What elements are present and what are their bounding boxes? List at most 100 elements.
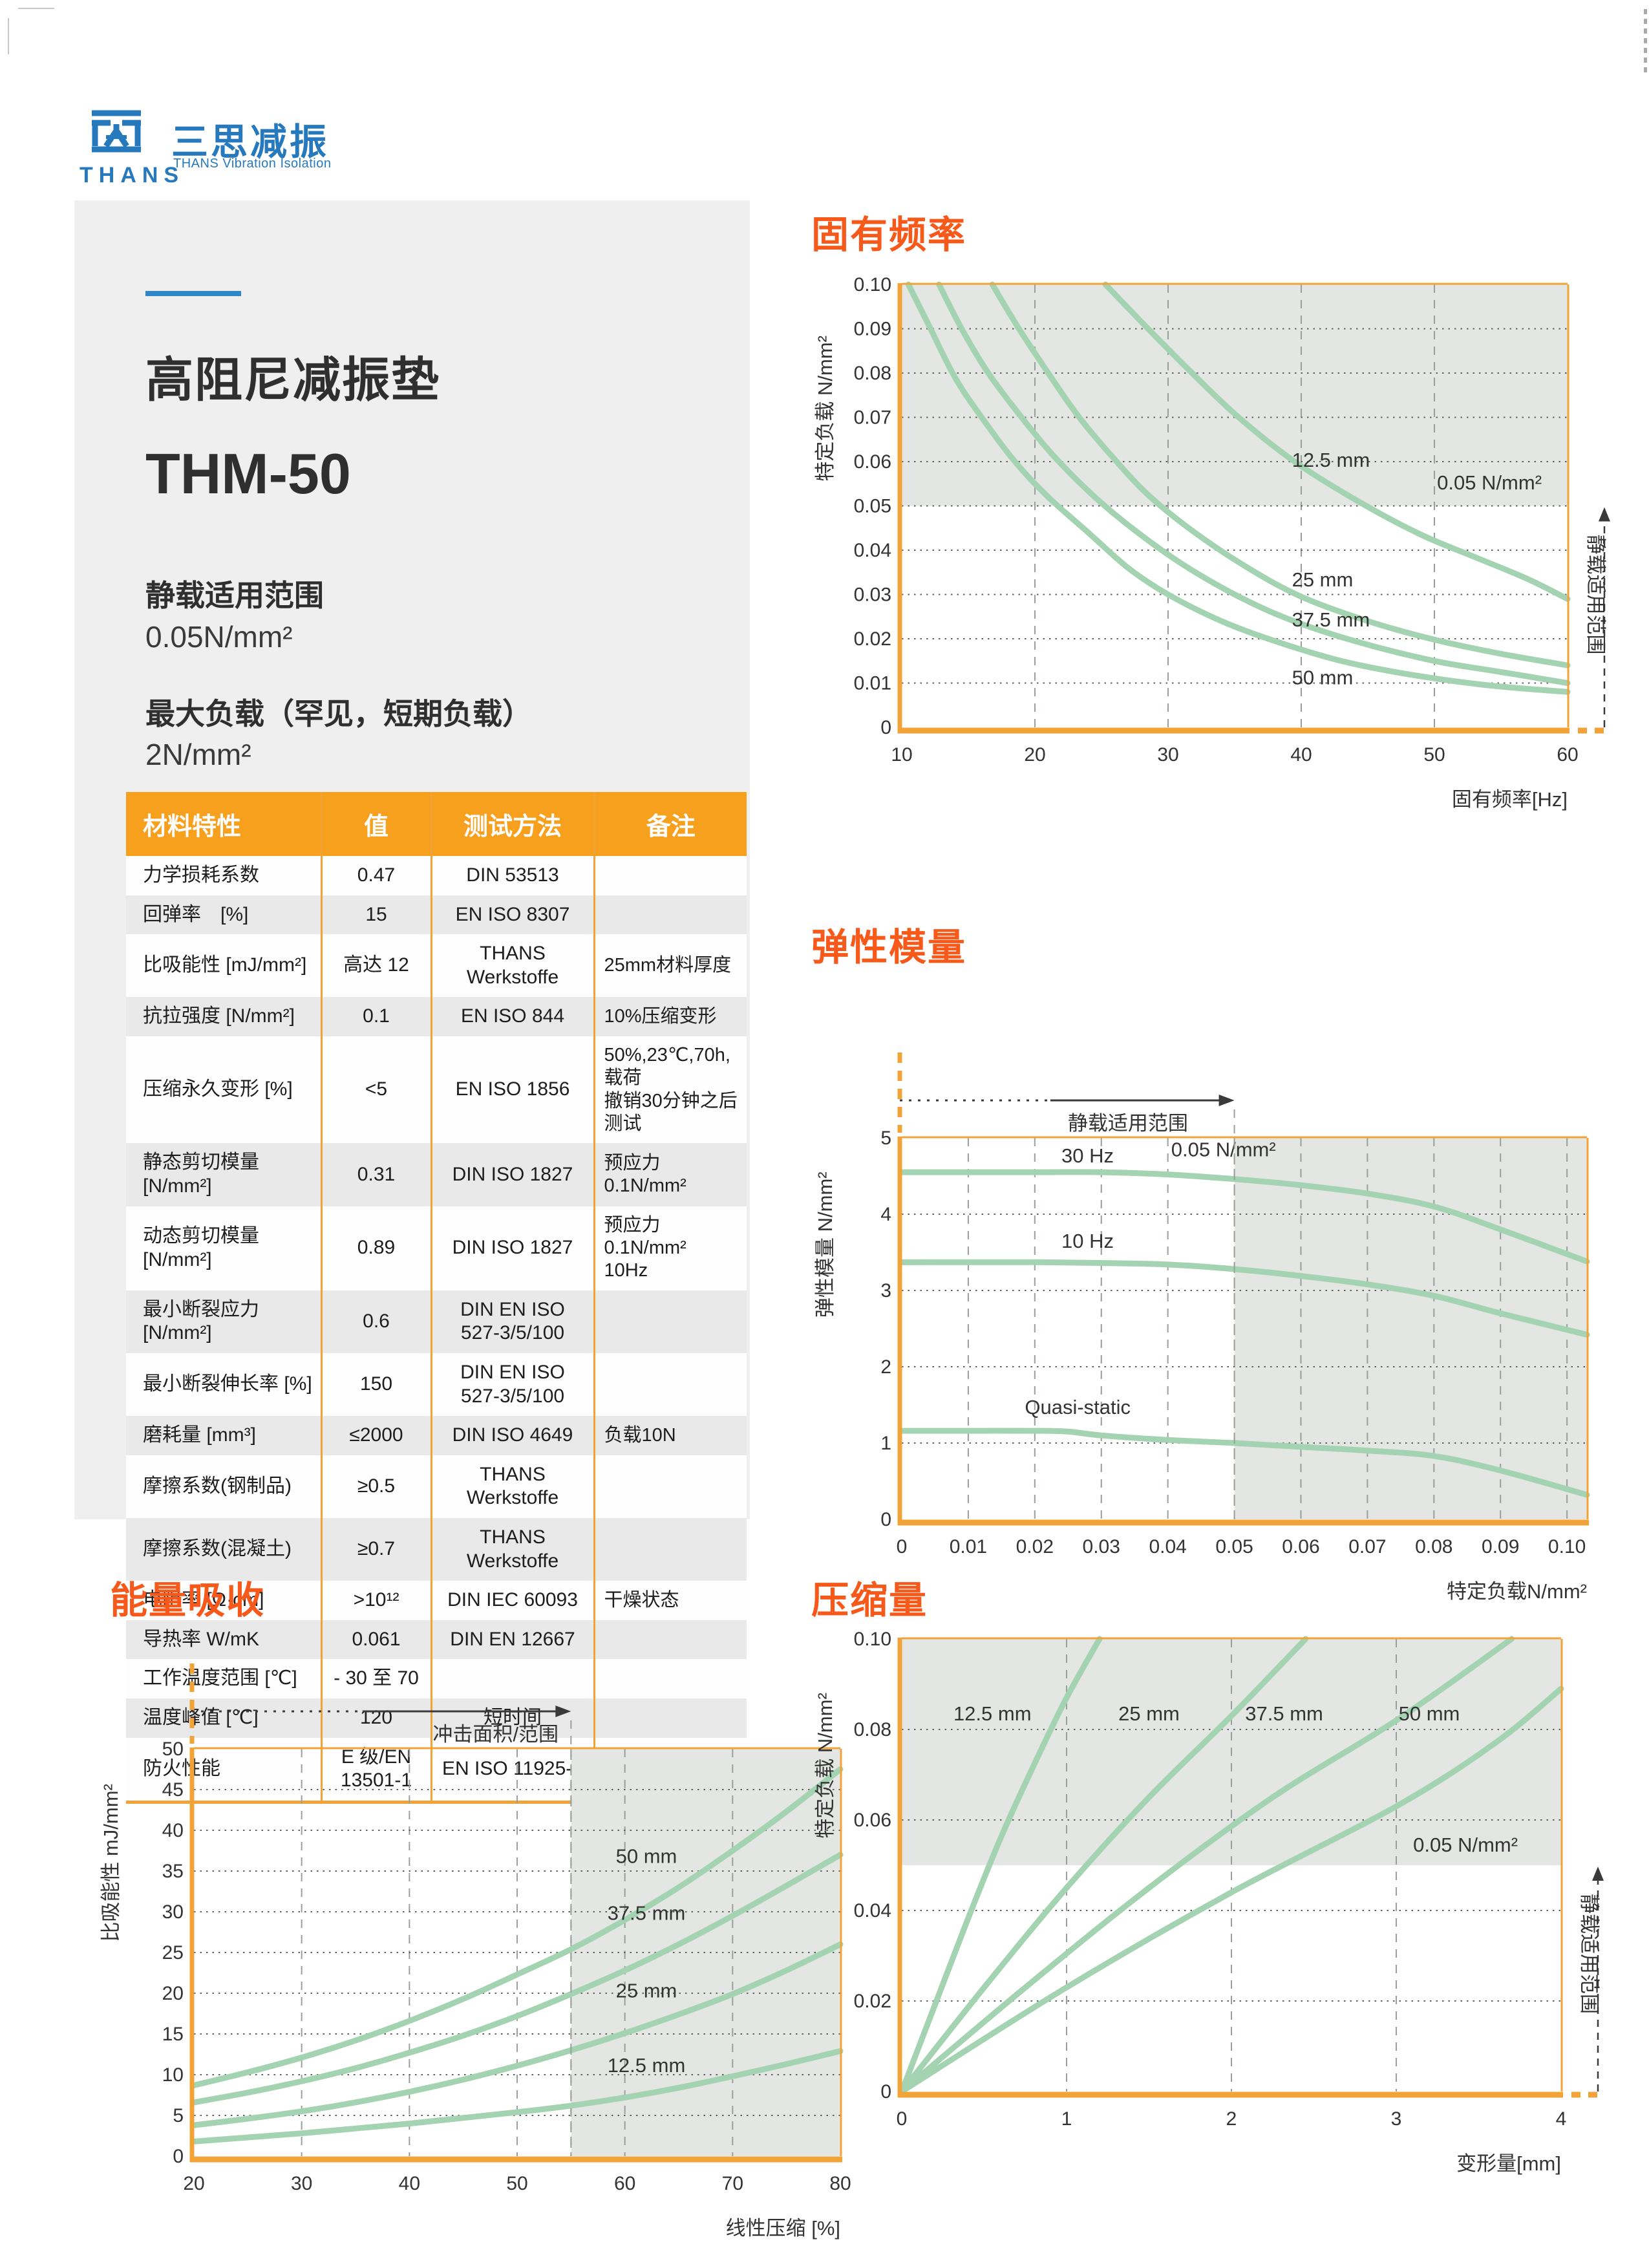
x-tick-label: 60 [614, 2173, 635, 2194]
curve-12-5-mm [191, 2048, 844, 2145]
x-axis-title: 线性压缩 [%] [726, 2217, 840, 2240]
chart-energy-absorption: 0 5 10 15 20 25 30 35 40 45 50 20 30 40 50 60 70 80 线性压缩 [… [100, 1664, 851, 2240]
x-tick-label: 30 [1157, 744, 1178, 765]
y-tick-label: 0.02 [854, 628, 891, 650]
crop-mark [8, 18, 9, 54]
range-arrow-head [1218, 1095, 1235, 1106]
table-cell: 工作温度范围 [℃] [126, 1659, 321, 1698]
table-row: 最小断裂伸长率 [%] 150 DIN EN ISO 527-3/5/100 [126, 1353, 747, 1417]
curve-label: 30 Hz [1061, 1144, 1114, 1167]
x-tick-label: 10 [891, 744, 912, 765]
y-tick-label: 35 [162, 1861, 184, 1882]
table-cell: 电阻率 [Ω·cm] [126, 1581, 321, 1620]
x-tick-label: 0.05 [1215, 1536, 1253, 1557]
table-row: 静态剪切模量 [N/mm²] 0.31 DIN ISO 1827 预应力0.1N/mm… [126, 1143, 747, 1206]
table-cell: 负载10N [593, 1416, 747, 1455]
y-tick-label: 5 [880, 1128, 891, 1149]
table-row: 抗拉强度 [N/mm²] 0.1 EN ISO 844 10%压缩变形 [126, 997, 747, 1036]
table-cell: 10%压缩变形 [593, 997, 747, 1036]
range-arrow-head [1592, 1867, 1604, 1881]
curve-label: 50 mm [1292, 667, 1354, 689]
table-cell: 0.1 [320, 997, 431, 1036]
table-cell: THANS Werkstoffe [430, 1455, 594, 1518]
x-tick-label: 0.02 [1016, 1536, 1054, 1557]
curve-25-mm [899, 1636, 1309, 2095]
table-cell: 0.31 [320, 1143, 431, 1206]
crop-mark [1644, 28, 1647, 34]
table-cell: EN ISO 8307 [430, 895, 594, 935]
table-row: 工作温度范围 [℃] - 30 至 70 [126, 1659, 747, 1698]
table-cell: >10¹² [320, 1581, 431, 1620]
table-cell: 动态剪切模量 [N/mm²] [126, 1206, 321, 1290]
table-cell [430, 1659, 594, 1698]
chart-natural-frequency: 0 0.01 0.02 0.03 0.04 0.05 0.06 0.07 0.08 0.09 0.1… [814, 274, 1610, 811]
crop-mark [18, 8, 54, 9]
curve-label: 0.05 N/mm² [1437, 471, 1542, 494]
y-tick-label: 0.01 [854, 673, 891, 694]
static-range-band [571, 1749, 840, 2156]
y-tick-label: 4 [880, 1204, 891, 1225]
table-row: 导热率 W/mK 0.061 DIN EN 12667 [126, 1620, 747, 1660]
table-cell [593, 1517, 747, 1581]
table-cell: 最小断裂伸长率 [%] [126, 1353, 321, 1417]
curve-label: 12.5 mm [1292, 449, 1370, 471]
table-cell: 50%,23℃,70h,载荷 撤销30分钟之后测试 [593, 1036, 747, 1144]
curve-label: 37.5 mm [1292, 608, 1370, 631]
x-axis-title: 特定负载N/mm² [1447, 1580, 1587, 1603]
curve-50-mm [899, 1685, 1564, 2095]
x-tick-label: 0 [897, 1536, 908, 1557]
table-cell: 摩擦系数(钢制品) [126, 1455, 321, 1518]
static-range-band [1234, 1138, 1587, 1519]
table-header-cell: 备注 [593, 792, 747, 856]
logo-subtitle: THANS Vibration Isolation [173, 156, 332, 171]
static-range-value: 0.05N/mm² [145, 620, 293, 654]
curve-label: 0.05 N/mm² [1171, 1138, 1276, 1161]
table-cell: DIN EN ISO 527-3/5/100 [430, 1353, 594, 1417]
y-tick-label: 5 [173, 2105, 184, 2126]
table-cell: DIN EN 12667 [430, 1620, 594, 1660]
table-row: 比吸能性 [mJ/mm²] 高达 12 THANS Werkstoffe 25mm材料… [126, 934, 747, 998]
curve-37-5-mm [191, 1852, 844, 2106]
chart-title-natural-frequency: 固有频率 [811, 214, 967, 256]
y-tick-label: 40 [162, 1820, 184, 1841]
y-tick-label: 0.02 [854, 1991, 891, 2012]
y-tick-label: 0 [880, 717, 891, 738]
table-cell: DIN EN ISO 527-3/5/100 [430, 1290, 594, 1353]
product-panel: 高阻尼减振垫 THM-50 静载适用范围 0.05N/mm² 最大负载（罕见，短… [74, 200, 750, 1804]
table-cell: 高达 12 [320, 934, 431, 998]
x-axis-title: 变形量[mm] [1456, 2152, 1561, 2175]
y-tick-label: 0 [880, 2081, 891, 2102]
material-properties-table: 材料特性值测试方法 备注 力学损耗系数 0.47 DIN 53513 回弹率 [%] 15… [126, 792, 747, 1804]
x-tick-label: 0.06 [1282, 1536, 1319, 1557]
curve-12-5-mm [1102, 281, 1571, 602]
curve-Quasi-static [899, 1428, 1590, 1498]
x-tick-label: 60 [1557, 744, 1578, 765]
x-tick-label: 0.03 [1083, 1536, 1120, 1557]
max-load-value: 2N/mm² [145, 738, 251, 771]
table-row: 回弹率 [%] 15 EN ISO 8307 [126, 895, 747, 935]
x-tick-label: 20 [1024, 744, 1045, 765]
curve-label: 25 mm [1118, 1702, 1180, 1725]
table-cell: 干燥状态 [593, 1581, 747, 1620]
table-cell: 0.89 [320, 1206, 431, 1290]
x-tick-label: 40 [399, 2173, 420, 2194]
table-cell: 摩擦系数(混凝土) [126, 1517, 321, 1581]
curve-50-mm [905, 281, 1571, 695]
table-cell: EN ISO 1856 [430, 1036, 594, 1144]
curve-37-5-mm [936, 281, 1571, 686]
y-axis-title: 特定负载 N/mm² [814, 1693, 836, 1839]
table-cell [593, 1290, 747, 1353]
table-cell: 0.6 [320, 1290, 431, 1353]
table-row: 磨耗量 [mm³] ≤2000 DIN ISO 4649 负载10N [126, 1416, 747, 1455]
y-tick-label: 0.08 [854, 1719, 891, 1740]
table-cell: - 30 至 70 [320, 1659, 431, 1698]
table-header-cell: 值 [320, 792, 431, 856]
curve-label: 50 mm [1399, 1702, 1460, 1725]
y-tick-label: 30 [162, 1901, 184, 1923]
range-arrow-head [555, 1706, 571, 1717]
table-cell: 150 [320, 1353, 431, 1417]
table-cell: 回弹率 [%] [126, 895, 321, 935]
table-cell: 导热率 W/mK [126, 1620, 321, 1660]
y-tick-label: 0.09 [854, 319, 891, 340]
